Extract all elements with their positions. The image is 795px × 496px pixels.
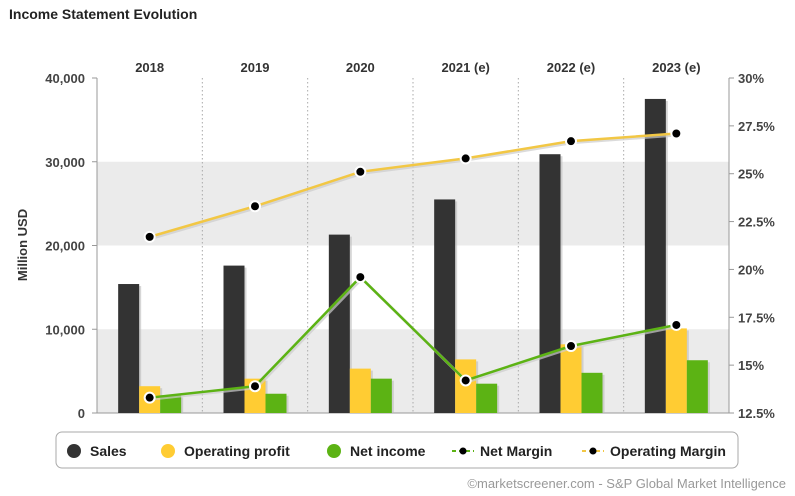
legend-label: Net income (350, 443, 426, 459)
left-tick-label: 30,000 (45, 155, 85, 170)
legend-label: Operating profit (184, 443, 290, 459)
net-margin-point (670, 318, 683, 331)
net-margin-point (565, 340, 577, 352)
category-label: 2019 (241, 60, 270, 75)
left-tick-label: 10,000 (45, 322, 85, 337)
net-income-bar (581, 372, 603, 413)
right-tick-label: 15% (738, 358, 764, 373)
operating-margin-line (149, 132, 677, 239)
left-tick-label: 0 (78, 406, 85, 421)
legend-swatch (161, 444, 175, 458)
left-tick-label: 20,000 (45, 239, 85, 254)
right-tick-label: 20% (738, 262, 764, 277)
right-tick-label: 17.5% (738, 310, 775, 325)
legend-label: Net Margin (480, 443, 552, 459)
net-income-bar (265, 393, 287, 413)
grid-band (97, 161, 729, 246)
net-margin-point (143, 391, 156, 404)
net-income-bar (476, 383, 498, 413)
operating-profit-bar (349, 368, 371, 413)
legend-box (55, 431, 739, 469)
sales-bar (644, 98, 666, 413)
sales-bar (328, 234, 350, 413)
category-label: 2018 (135, 60, 164, 75)
right-tick-label: 27.5% (738, 119, 775, 134)
right-tick-label: 25% (738, 167, 764, 182)
left-axis-ticks: 0 10,000 20,000 30,000 40,000 (45, 71, 97, 421)
legend-label: Sales (90, 443, 127, 459)
category-label: 2022 (e) (547, 60, 595, 75)
legend-swatch (327, 444, 341, 458)
legend-swatch-marker (589, 447, 597, 455)
net-income-bar (370, 378, 392, 413)
right-tick-label: 30% (738, 71, 764, 86)
category-label: 2021 (e) (441, 60, 489, 75)
net-margin-point (354, 271, 367, 284)
right-axis-ticks: 12.5% 15% 17.5% 20% 22.5% 25% 27.5% 30% (729, 71, 775, 421)
sales-bar (223, 265, 245, 413)
operating-margin-point (354, 165, 367, 178)
net-income-bar (686, 360, 708, 413)
operating-margin-point (670, 127, 683, 140)
category-labels: 2018 2019 2020 2021 (e) 2022 (e) 2023 (e) (135, 60, 700, 75)
y-axis-title: Million USD (15, 209, 30, 281)
operating-margin-point (459, 152, 472, 165)
legend: Sales Operating profit Net income Net Margi… (55, 431, 739, 469)
operating-margin-point (565, 135, 577, 148)
legend-label: Operating Margin (610, 443, 726, 459)
right-tick-label: 22.5% (738, 215, 775, 230)
sales-bar (434, 199, 456, 413)
net-margin-point (459, 374, 472, 387)
operating-margin-point (143, 230, 156, 243)
operating-margin-point (249, 200, 261, 213)
margin-lines (143, 127, 683, 404)
sales-bar (118, 284, 140, 413)
category-label: 2023 (e) (652, 60, 700, 75)
net-margin-point (249, 380, 261, 393)
left-tick-label: 40,000 (45, 71, 85, 86)
operating-profit-bar (665, 328, 687, 413)
category-label: 2020 (346, 60, 375, 75)
right-tick-label: 12.5% (738, 406, 775, 421)
net-margin-line (149, 275, 677, 399)
legend-swatch (67, 444, 81, 458)
net-income-bar (160, 395, 182, 413)
legend-swatch-marker (459, 447, 467, 455)
sales-bar (539, 154, 561, 413)
operating-margin-line-shadow (150, 133, 678, 240)
operating-profit-bar (560, 344, 582, 413)
source-footer: ©marketscreener.com - S&P Global Market … (467, 476, 786, 491)
chart-title: Income Statement Evolution (9, 6, 197, 22)
